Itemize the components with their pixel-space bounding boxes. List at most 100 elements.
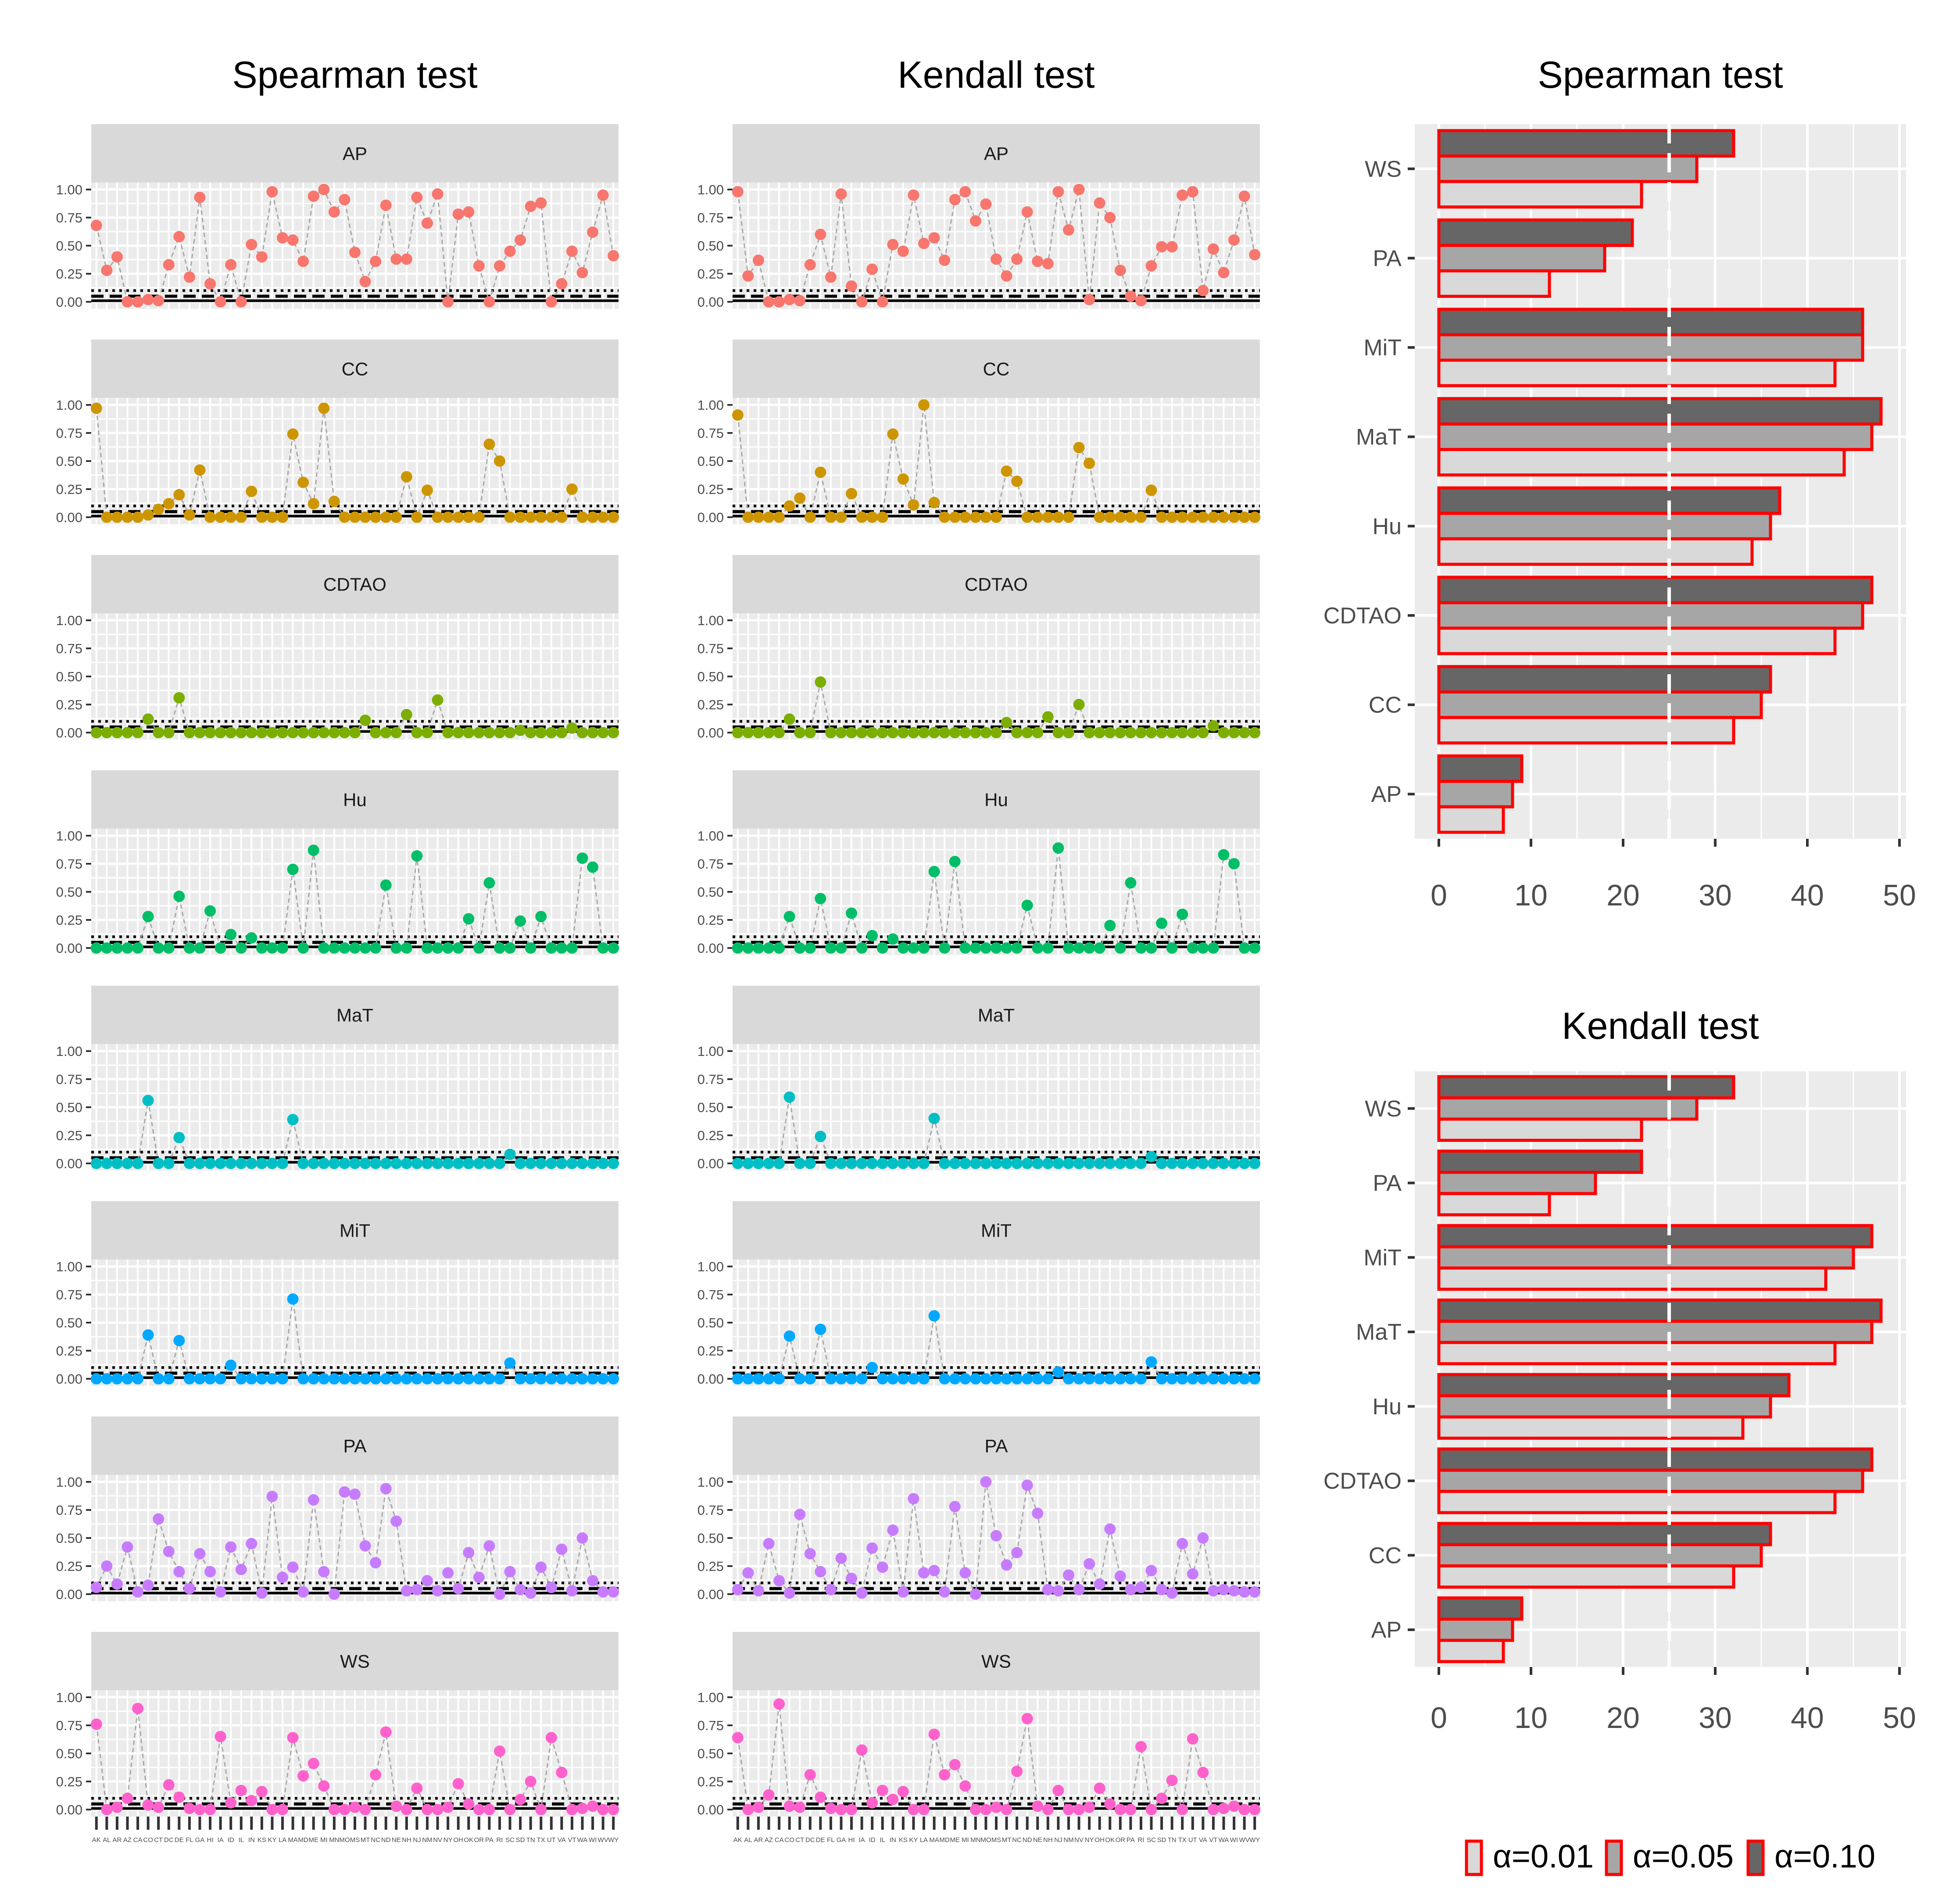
data-point-DE xyxy=(815,893,826,905)
data-point-IN xyxy=(246,1795,258,1806)
data-point-FL xyxy=(825,942,837,954)
y-tick-label: 0.50 xyxy=(56,1746,82,1761)
data-point-NH xyxy=(401,253,412,265)
y-tick-label: 0.25 xyxy=(697,697,724,712)
data-point-LA xyxy=(277,512,289,523)
data-point-IA xyxy=(215,1373,226,1384)
data-point-MO xyxy=(980,1804,992,1815)
y-tick-label: 0.50 xyxy=(697,1746,724,1761)
x-tick-label: FL xyxy=(827,1836,835,1844)
data-point-ID xyxy=(225,1359,237,1371)
x-tick-label: DE xyxy=(816,1836,825,1844)
data-point-IA xyxy=(856,512,868,523)
data-point-MI xyxy=(318,1566,330,1577)
data-point-NC xyxy=(1011,476,1023,487)
data-point-ND xyxy=(1021,727,1033,738)
data-point-WV xyxy=(1238,190,1250,202)
data-point-NM xyxy=(1062,1569,1074,1581)
bar-group-MiT: MiT xyxy=(1363,308,1906,387)
data-point-MA xyxy=(287,1293,299,1305)
x-tick-label: WV xyxy=(598,1836,608,1844)
data-point-WI xyxy=(1228,1158,1240,1169)
data-point-AL xyxy=(101,1158,113,1169)
x-tick-label: NH xyxy=(1043,1836,1053,1844)
legend-item-1: α=0.05 xyxy=(1605,1838,1734,1876)
x-tick-label: VA xyxy=(1199,1836,1207,1844)
data-point-MN xyxy=(328,496,340,508)
bar-MiT-a005 xyxy=(1437,1245,1855,1270)
data-point-ID xyxy=(225,1158,237,1169)
data-point-ID xyxy=(225,1541,237,1553)
data-point-DE xyxy=(815,229,826,240)
y-tick-label: CC xyxy=(1369,693,1402,718)
data-point-AR xyxy=(752,1801,764,1813)
x-tick-label: NM xyxy=(422,1836,432,1844)
data-point-NJ xyxy=(1052,512,1064,523)
data-point-KY xyxy=(908,727,919,738)
bar-group-WS: WS xyxy=(1365,129,1906,209)
data-point-MI xyxy=(318,727,330,738)
data-point-LA xyxy=(277,232,289,244)
data-point-OR xyxy=(473,1804,485,1815)
y-tick-label: 0.00 xyxy=(697,1371,724,1387)
data-point-MN xyxy=(328,1373,340,1384)
data-point-ID xyxy=(866,1797,878,1809)
data-point-IN xyxy=(246,727,258,738)
data-point-WV xyxy=(597,1373,609,1384)
x-tick-label: IA xyxy=(859,1836,865,1844)
data-point-LA xyxy=(918,1804,930,1815)
y-tick-label: 0.75 xyxy=(697,641,724,656)
y-tick-label: 0.00 xyxy=(697,725,724,740)
data-point-TN xyxy=(1166,1774,1178,1786)
facet-MaT: MaT 0.00 0.25 0.50 0.75 1.00 xyxy=(697,986,1261,1171)
data-point-MO xyxy=(339,1373,351,1384)
x-tick-label: MT xyxy=(1002,1836,1012,1844)
data-point-NH xyxy=(401,471,412,483)
chart-title: Spearman test xyxy=(1538,54,1783,96)
data-point-NH xyxy=(1042,1158,1054,1169)
x-tick-label: IA xyxy=(218,1836,224,1844)
data-point-WA xyxy=(1218,1803,1230,1814)
data-point-RI xyxy=(1135,1581,1147,1593)
x-tick-label: IL xyxy=(238,1836,244,1844)
data-point-DE xyxy=(173,231,185,243)
data-point-AR xyxy=(111,1801,123,1813)
facet-strip xyxy=(91,1417,619,1475)
data-point-KY xyxy=(908,1373,919,1384)
data-point-AK xyxy=(90,402,102,414)
data-point-AR xyxy=(752,942,764,954)
data-point-KS xyxy=(897,1373,909,1384)
series-line xyxy=(737,1481,1255,1597)
data-point-IL xyxy=(235,1563,247,1575)
bar-MaT-a010 xyxy=(1437,397,1883,426)
data-point-MS xyxy=(349,512,361,523)
data-point-TX xyxy=(535,512,547,523)
facet-chart-1: Kendall test AP 0.00 0.25 0.50 0.75 1.00 CC 0.00… xyxy=(697,54,1261,1844)
data-point-NH xyxy=(1042,711,1054,723)
data-point-IA xyxy=(215,727,226,738)
x-tick-label: VA xyxy=(558,1836,566,1844)
data-point-MO xyxy=(980,942,992,954)
facet-chart-0: Spearman test AP 0.00 0.25 0.50 0.75 1.00 CC 0.0… xyxy=(56,54,619,1844)
x-tick-label: OR xyxy=(474,1836,484,1844)
y-tick-label: MaT xyxy=(1356,425,1402,450)
data-point-SD xyxy=(515,1158,526,1169)
y-tick-label: 0.00 xyxy=(56,941,82,956)
data-point-VA xyxy=(556,278,568,290)
bar-group-CDTAO: CDTAO xyxy=(1323,1447,1906,1514)
data-point-AL xyxy=(742,1804,754,1815)
bar-AP-a010 xyxy=(1437,1596,1524,1621)
data-point-IA xyxy=(856,1158,868,1169)
facet-WS: WS 0.00 0.25 0.50 0.75 1.00 xyxy=(697,1632,1261,1817)
data-point-CT xyxy=(153,1158,165,1169)
data-point-NE xyxy=(1032,1373,1044,1384)
data-point-LA xyxy=(918,1158,930,1169)
data-point-AZ xyxy=(122,1541,133,1553)
x-tick-label: CT xyxy=(795,1836,804,1844)
data-point-MT xyxy=(1001,1158,1012,1169)
data-point-CT xyxy=(153,295,165,307)
y-tick-label: 0.50 xyxy=(56,1100,82,1115)
data-point-NV xyxy=(432,512,444,523)
data-point-TX xyxy=(535,1561,547,1573)
data-point-ID xyxy=(866,263,878,275)
